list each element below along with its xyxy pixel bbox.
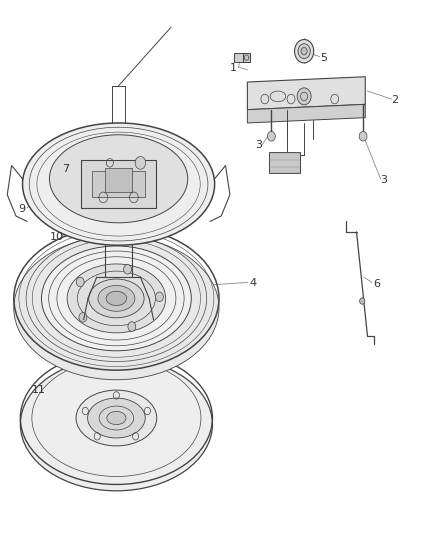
Circle shape — [155, 292, 163, 302]
Text: 4: 4 — [250, 278, 257, 288]
Ellipse shape — [98, 286, 135, 311]
Text: 9: 9 — [18, 204, 25, 214]
Bar — [244, 53, 251, 62]
Circle shape — [124, 264, 131, 274]
Circle shape — [360, 298, 365, 304]
Ellipse shape — [106, 291, 127, 305]
Bar — [92, 171, 145, 197]
Bar — [269, 152, 300, 173]
Text: 11: 11 — [32, 385, 46, 395]
Ellipse shape — [42, 246, 191, 351]
Circle shape — [294, 39, 314, 63]
Text: 3: 3 — [255, 140, 262, 150]
Text: 1: 1 — [230, 63, 237, 73]
Ellipse shape — [67, 264, 166, 333]
Ellipse shape — [20, 358, 212, 491]
Text: 5: 5 — [320, 53, 327, 62]
Text: 10: 10 — [49, 232, 64, 242]
Ellipse shape — [49, 135, 188, 223]
Bar — [81, 160, 155, 208]
Ellipse shape — [88, 398, 145, 438]
Circle shape — [76, 277, 84, 287]
Text: 3: 3 — [381, 175, 388, 185]
Bar — [106, 168, 132, 192]
Ellipse shape — [107, 411, 126, 425]
Circle shape — [301, 47, 307, 55]
Text: 6: 6 — [374, 279, 381, 288]
Polygon shape — [247, 104, 365, 123]
Text: 2: 2 — [392, 94, 399, 104]
Circle shape — [297, 88, 311, 105]
Ellipse shape — [22, 123, 215, 245]
Circle shape — [268, 132, 276, 141]
Circle shape — [79, 312, 87, 322]
Text: 7: 7 — [62, 164, 69, 174]
Ellipse shape — [76, 390, 157, 446]
Circle shape — [128, 322, 136, 332]
Circle shape — [298, 44, 310, 59]
Ellipse shape — [14, 236, 219, 379]
Circle shape — [359, 132, 367, 141]
Polygon shape — [247, 77, 365, 110]
Ellipse shape — [88, 279, 144, 318]
Circle shape — [135, 157, 146, 169]
Bar — [234, 53, 244, 62]
